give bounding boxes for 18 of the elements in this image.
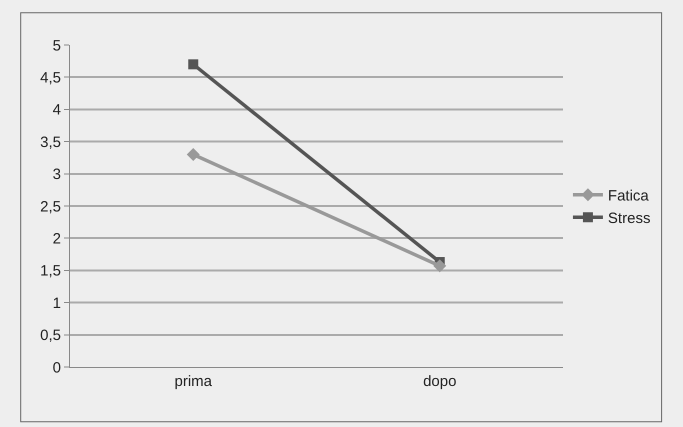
y-tick-label: 3: [52, 166, 61, 184]
x-tick-label: prima: [174, 373, 213, 390]
point: [186, 148, 200, 161]
y-tick-label: 3,5: [40, 134, 61, 151]
legend-label: Stress: [608, 210, 650, 228]
y-tick-label: 0: [52, 359, 61, 376]
y-tick-label: 5: [52, 37, 61, 54]
x-tick-label: dopo: [423, 373, 456, 390]
y-tick-label: 0,5: [40, 327, 61, 344]
y-tick-label: 2: [52, 230, 61, 248]
y-tick-label: 4,5: [40, 69, 61, 86]
y-tick-label: 1,5: [40, 262, 61, 280]
point: [188, 59, 198, 70]
y-tick-label: 1: [52, 294, 61, 312]
y-tick-label: 2,5: [40, 198, 61, 216]
y-tick-label: 4: [52, 102, 61, 119]
point: [433, 259, 446, 272]
legend-label: Fatica: [608, 188, 650, 205]
